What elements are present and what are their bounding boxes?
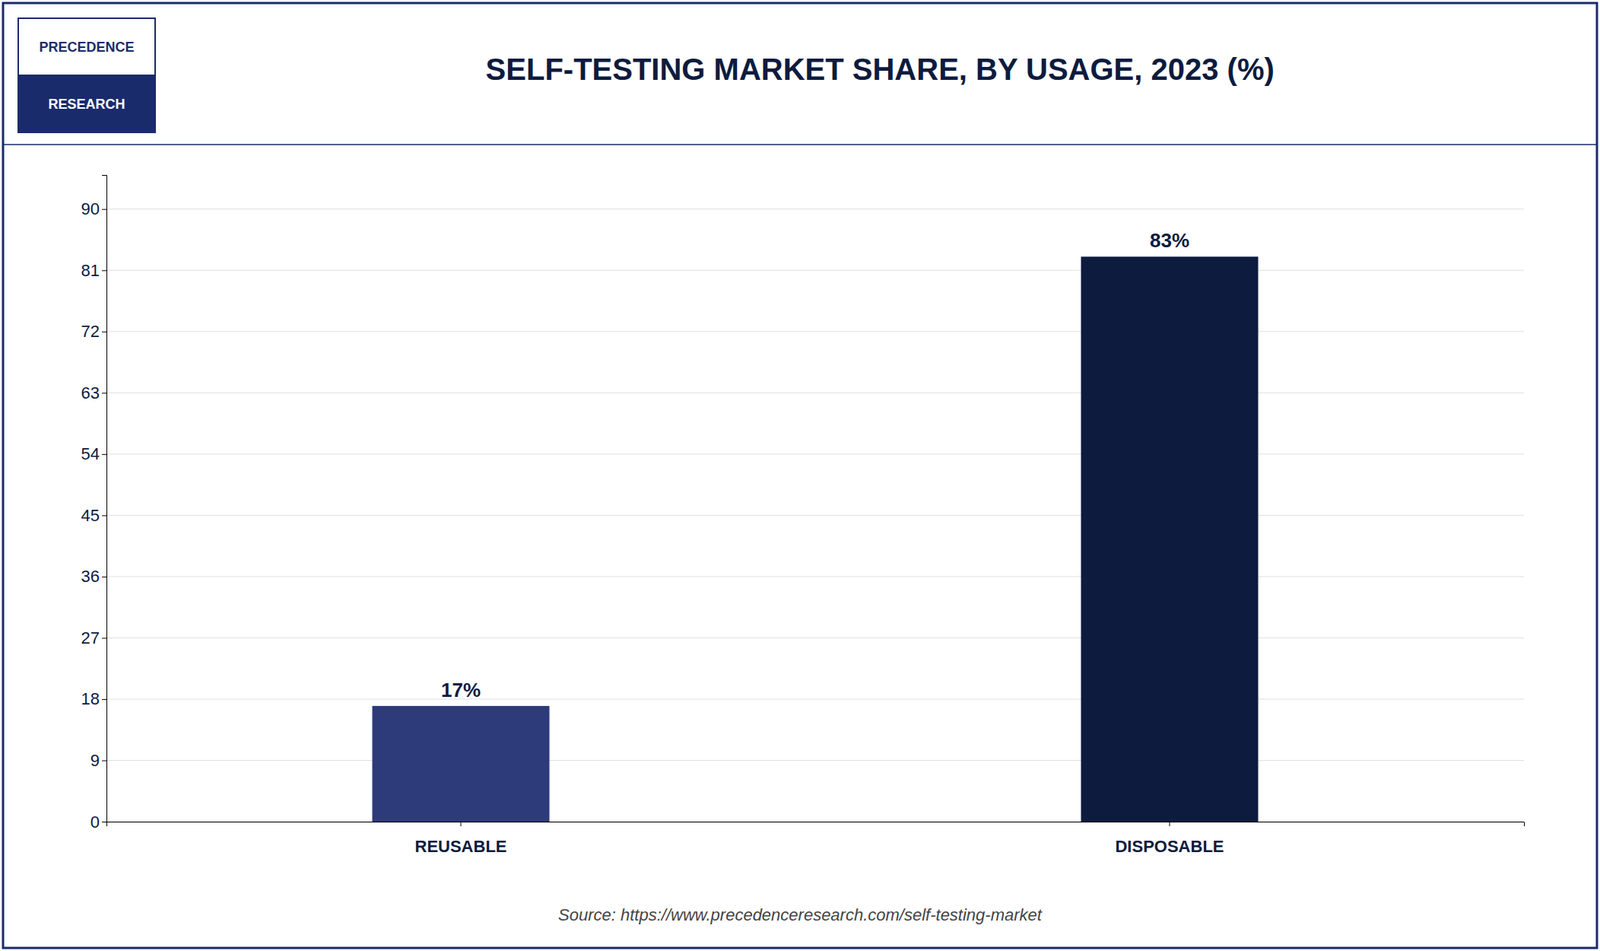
x-tick-label: REUSABLE	[414, 836, 507, 856]
data-label: 17%	[441, 678, 481, 702]
y-tick-label: 27	[81, 628, 100, 648]
chart-svg: PRECEDENCE RESEARCH SELF-TESTING MARKET SH…	[0, 0, 1600, 951]
plot: 0 9 18 27 36 45 54 63 72 81 90 REUSABLE DISPOSABLE 17…	[81, 175, 1525, 856]
grid-line	[106, 392, 1524, 394]
y-tick-mark	[101, 331, 107, 333]
grid-line	[106, 208, 1524, 210]
y-tick-label: 18	[81, 688, 100, 708]
y-tick: 72	[81, 321, 107, 341]
grid-line	[106, 637, 1524, 639]
bar	[1081, 256, 1259, 822]
y-tick: 90	[81, 199, 107, 219]
x-tick-label: DISPOSABLE	[1114, 836, 1224, 856]
y-tick-label: 0	[90, 812, 100, 832]
outer-border	[3, 3, 1597, 948]
y-tick-mark	[101, 209, 107, 210]
grid	[106, 209, 1524, 822]
grid-line	[106, 453, 1524, 454]
y-tick: 54	[81, 444, 107, 464]
y-tick-label: 63	[81, 383, 100, 403]
y-tick: 36	[81, 566, 107, 586]
data-labels: 17% 83%	[441, 228, 1190, 702]
y-tick: 9	[90, 750, 107, 770]
x-axis: REUSABLE DISPOSABLE	[107, 821, 1525, 856]
y-tick: 0	[90, 812, 107, 832]
y-tick-mark	[101, 821, 107, 823]
title: SELF-TESTING MARKET SHARE, BY USAGE, 202…	[485, 52, 1275, 86]
y-tick-mark	[101, 637, 107, 639]
y-tick: 63	[81, 383, 107, 403]
y-tick-label: 90	[81, 199, 100, 219]
logo-bottom	[18, 75, 156, 133]
y-tick-label: 9	[90, 750, 100, 770]
x-tick: REUSABLE	[414, 821, 507, 856]
data-label: 83%	[1149, 228, 1190, 252]
logo-top	[18, 18, 156, 76]
y-tick-label: 45	[81, 505, 100, 525]
grid-line	[106, 759, 1524, 761]
y-tick-label: 81	[81, 260, 100, 280]
y-tick-mark	[101, 576, 107, 578]
grid-line	[106, 514, 1524, 516]
x-tick-mark	[460, 821, 462, 826]
y-axis: 0 9 18 27 36 45 54 63 72 81 90	[81, 175, 108, 832]
x-tick: DISPOSABLE	[1114, 821, 1224, 856]
y-axis-line	[101, 175, 108, 823]
y-tick: 27	[81, 628, 107, 648]
grid-line	[106, 269, 1524, 271]
y-tick: 45	[81, 505, 107, 525]
logo: PRECEDENCE RESEARCH	[18, 18, 156, 133]
logo-text: PRECEDENCE	[38, 39, 134, 55]
source: Source: https://www.precedenceresearch.c…	[558, 904, 1043, 924]
x-tick-mark	[1169, 821, 1171, 826]
logo-text: RESEARCH	[47, 96, 125, 112]
grid-line	[106, 698, 1524, 699]
y-tick: 18	[81, 688, 107, 708]
y-tick-mark	[101, 269, 107, 271]
bar	[372, 705, 550, 822]
y-tick-mark	[101, 698, 107, 700]
y-tick: 81	[81, 260, 107, 280]
y-tick-mark	[101, 759, 107, 761]
grid-line	[106, 330, 1524, 332]
separator	[3, 143, 1597, 146]
grid-line	[106, 575, 1524, 577]
bars	[372, 256, 1259, 822]
y-tick-mark	[101, 453, 107, 455]
y-tick-mark	[101, 392, 107, 394]
y-tick-label: 54	[81, 444, 100, 464]
y-tick-label: 36	[81, 566, 100, 586]
x-axis-line	[107, 822, 1525, 827]
y-tick-label: 72	[81, 321, 100, 341]
y-tick-mark	[101, 514, 107, 516]
